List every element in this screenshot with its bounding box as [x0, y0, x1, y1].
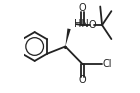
Text: O: O — [79, 3, 86, 13]
Polygon shape — [65, 28, 71, 46]
Text: O: O — [88, 20, 96, 30]
Text: O: O — [79, 75, 86, 85]
Text: Cl: Cl — [102, 59, 112, 69]
Text: HN: HN — [74, 19, 88, 29]
